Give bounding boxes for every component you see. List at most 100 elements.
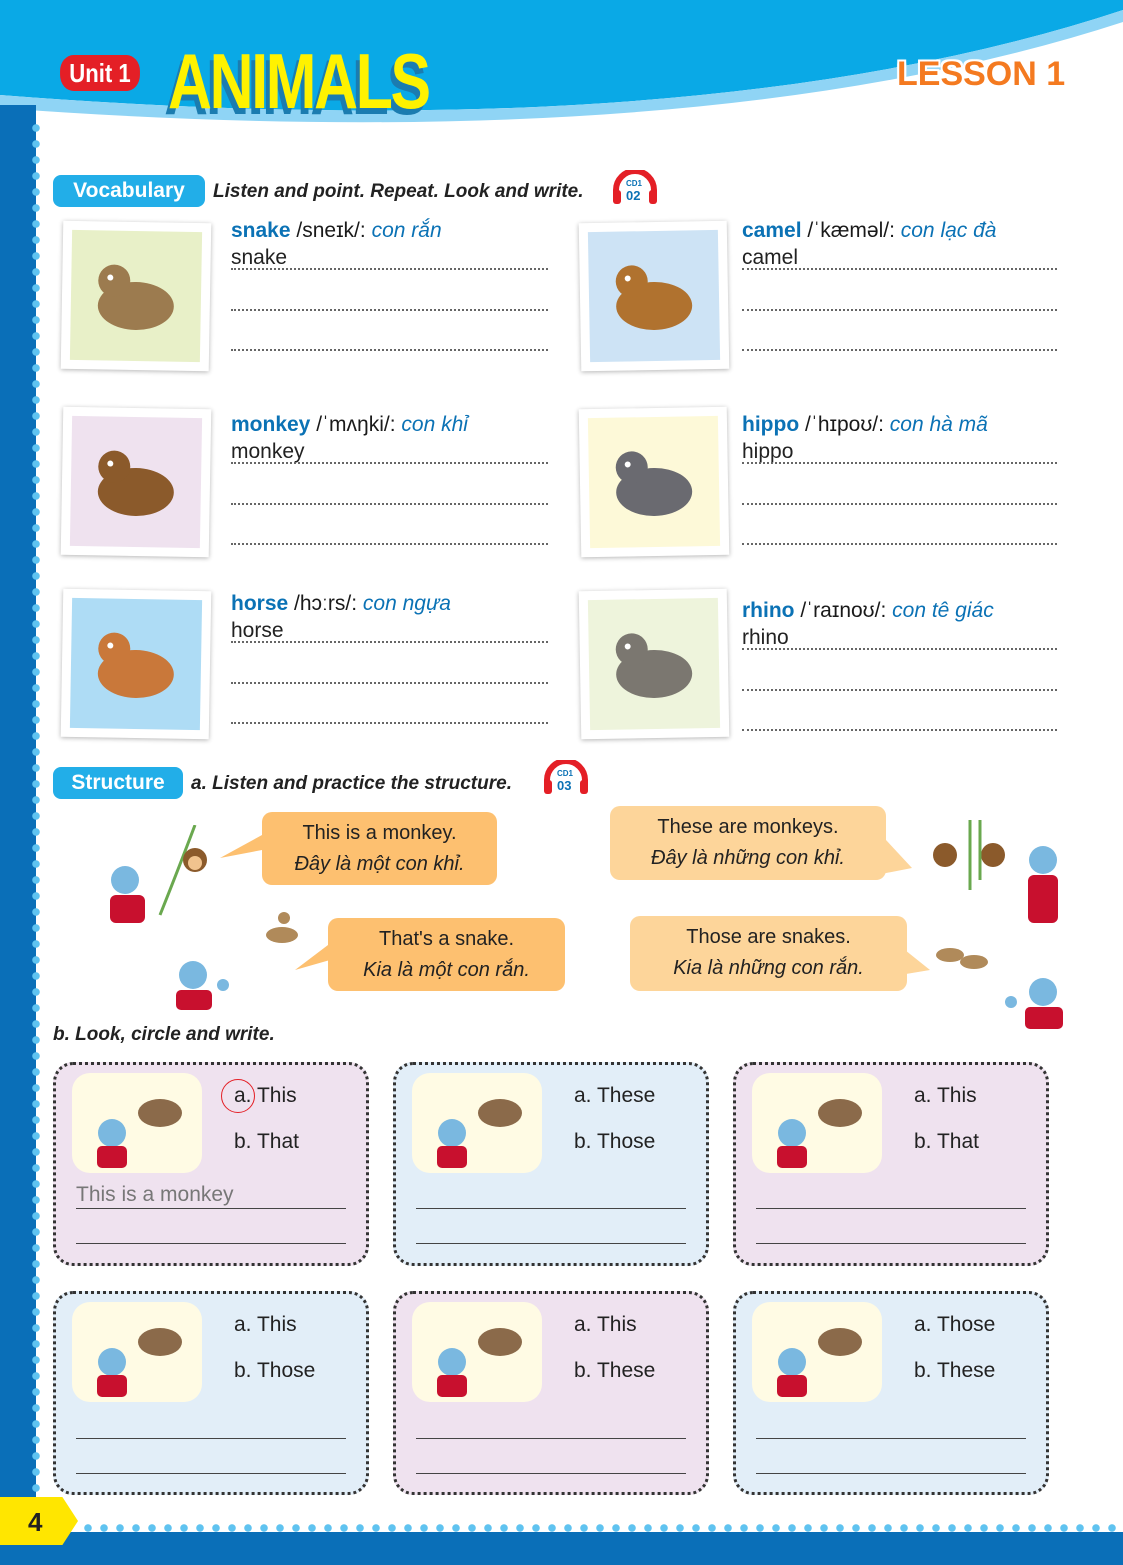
write-line[interactable] bbox=[742, 729, 1057, 731]
vocab-meaning: con lạc đà bbox=[900, 219, 997, 242]
vocab-word: snake bbox=[231, 219, 291, 242]
write-line[interactable] bbox=[756, 1243, 1026, 1244]
option-a[interactable]: a. Those bbox=[914, 1313, 996, 1336]
snake-picture-card bbox=[60, 220, 212, 372]
option-b[interactable]: b. That bbox=[914, 1130, 979, 1153]
cd-track: 03 bbox=[557, 778, 572, 793]
write-line[interactable] bbox=[756, 1473, 1026, 1474]
write-line[interactable] bbox=[416, 1208, 686, 1209]
vocabulary-label: Vocabulary bbox=[53, 175, 205, 207]
answer-circle bbox=[221, 1079, 255, 1113]
write-line[interactable] bbox=[76, 1208, 346, 1209]
write-line[interactable] bbox=[742, 462, 1057, 464]
lesson-label: LESSON 1 bbox=[897, 55, 1066, 93]
exercise-item: a. Those b. These bbox=[733, 1291, 1049, 1495]
snake-icon bbox=[97, 264, 174, 331]
vocab-headword: hippo /ˈhɪpoʊ/: con hà mã bbox=[742, 413, 988, 437]
exercise-item: a. This b. These bbox=[393, 1291, 709, 1495]
option-b[interactable]: b. Those bbox=[574, 1130, 656, 1153]
write-line[interactable] bbox=[76, 1473, 346, 1474]
write-line[interactable] bbox=[742, 689, 1057, 691]
write-line[interactable] bbox=[231, 462, 548, 464]
write-line[interactable] bbox=[742, 309, 1057, 311]
vocab-word: rhino bbox=[742, 599, 795, 622]
vocab-answer: horse bbox=[231, 619, 284, 642]
exercise-item: a. This b. That bbox=[733, 1062, 1049, 1266]
write-line[interactable] bbox=[742, 648, 1057, 650]
write-line[interactable] bbox=[231, 503, 548, 505]
answer-text: This is a monkey bbox=[76, 1183, 234, 1206]
vocab-word: camel bbox=[742, 219, 802, 242]
write-line[interactable] bbox=[742, 543, 1057, 545]
write-line[interactable] bbox=[756, 1438, 1026, 1439]
robot-illustration bbox=[1003, 972, 1068, 1035]
write-line[interactable] bbox=[231, 543, 548, 545]
write-line[interactable] bbox=[756, 1208, 1026, 1209]
vocab-ipa: /hɔːrs/: bbox=[294, 592, 358, 615]
cd-headphones-icon[interactable]: CD1 03 bbox=[543, 758, 589, 801]
vocab-ipa: /ˈhɪpoʊ/: bbox=[805, 413, 884, 436]
option-b[interactable]: b. These bbox=[574, 1359, 656, 1382]
speech-bubble: That's a snake. Kia là một con rắn. bbox=[328, 918, 565, 991]
vocab-answer: camel bbox=[742, 246, 799, 269]
speech-bubble: These are monkeys. Đây là những con khỉ. bbox=[610, 806, 886, 880]
write-line[interactable] bbox=[742, 268, 1057, 270]
vocab-headword: snake /sneɪk/: con rắn bbox=[231, 219, 442, 243]
vocab-headword: horse /hɔːrs/: con ngựa bbox=[231, 592, 451, 616]
exercise-picture bbox=[72, 1073, 202, 1173]
write-line[interactable] bbox=[76, 1438, 346, 1439]
vocab-meaning: con rắn bbox=[371, 219, 442, 242]
cd-headphones-icon[interactable]: CD1 02 bbox=[612, 168, 658, 211]
option-a[interactable]: a. This bbox=[234, 1313, 297, 1336]
cd-disc: CD1 bbox=[557, 769, 574, 778]
option-a[interactable]: a. This bbox=[574, 1313, 637, 1336]
bottom-dots bbox=[80, 1523, 1123, 1533]
write-line[interactable] bbox=[231, 349, 548, 351]
vocab-ipa: /sneɪk/: bbox=[296, 219, 366, 242]
write-line[interactable] bbox=[231, 268, 548, 270]
bottom-bar bbox=[0, 1532, 1123, 1565]
write-line[interactable] bbox=[742, 349, 1057, 351]
option-a[interactable]: a. These bbox=[574, 1084, 656, 1107]
write-line[interactable] bbox=[416, 1473, 686, 1474]
vocab-answer: monkey bbox=[231, 440, 305, 463]
vocab-answer: rhino bbox=[742, 626, 789, 649]
write-line[interactable] bbox=[231, 682, 548, 684]
speech-bubble: This is a monkey. Đây là một con khỉ. bbox=[262, 812, 497, 885]
vocab-meaning: con ngựa bbox=[362, 592, 451, 615]
cd-track: 02 bbox=[626, 188, 641, 203]
vocab-answer: snake bbox=[231, 246, 288, 269]
structure-label: Structure bbox=[53, 767, 183, 799]
rhino-picture-card bbox=[578, 588, 730, 740]
option-b[interactable]: b. Those bbox=[234, 1359, 316, 1382]
write-line[interactable] bbox=[416, 1243, 686, 1244]
exercise-picture bbox=[752, 1302, 882, 1402]
horse-picture-card bbox=[60, 588, 212, 740]
write-line[interactable] bbox=[742, 503, 1057, 505]
exercise-picture bbox=[412, 1073, 542, 1173]
snake-illustration bbox=[262, 910, 302, 950]
write-line[interactable] bbox=[416, 1438, 686, 1439]
vocab-ipa: /ˈkæməl/: bbox=[807, 219, 895, 242]
vocab-answer: hippo bbox=[742, 440, 794, 463]
write-line[interactable] bbox=[76, 1243, 346, 1244]
page-number: 4 bbox=[0, 1497, 78, 1545]
cd-disc: CD1 bbox=[626, 179, 643, 188]
write-line[interactable] bbox=[231, 309, 548, 311]
vocab-meaning: con hà mã bbox=[889, 413, 988, 436]
bubble-vietnamese: Đây là một con khỉ. bbox=[294, 853, 465, 875]
bubble-vietnamese: Kia là những con rắn. bbox=[673, 957, 864, 979]
option-a[interactable]: a. This bbox=[914, 1084, 977, 1107]
option-b[interactable]: b. That bbox=[234, 1130, 299, 1153]
vocab-word: monkey bbox=[231, 413, 311, 436]
option-b[interactable]: b. These bbox=[914, 1359, 996, 1382]
write-line[interactable] bbox=[231, 722, 548, 724]
robot-monkeys-illustration bbox=[925, 820, 1065, 925]
write-line[interactable] bbox=[231, 641, 548, 643]
header-banner bbox=[0, 0, 1123, 123]
left-margin-bar bbox=[0, 105, 36, 1535]
vocab-headword: rhino /ˈraɪnoʊ/: con tê giác bbox=[742, 599, 994, 623]
exercise-item: a. This b. That This is a monkey bbox=[53, 1062, 369, 1266]
vocabulary-instruction: Listen and point. Repeat. Look and write… bbox=[213, 181, 584, 202]
vocab-ipa: /ˈraɪnoʊ/: bbox=[800, 599, 887, 622]
